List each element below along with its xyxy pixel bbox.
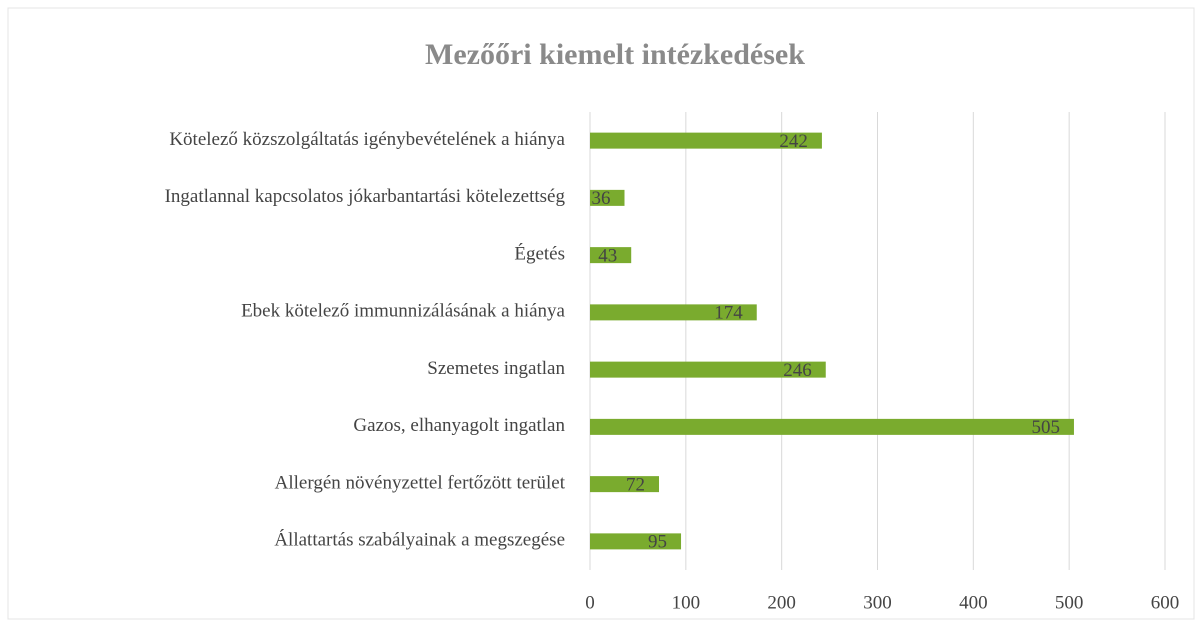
y-tick-label: Égetés: [514, 242, 565, 264]
y-tick-label: Allergén növényzettel fertőzött terület: [275, 472, 566, 493]
y-tick-label: Szemetes ingatlan: [427, 358, 565, 379]
data-label: 95: [648, 532, 667, 553]
bar: [590, 132, 822, 149]
y-tick-label: Ebek kötelező immunnizálásának a hiánya: [241, 301, 565, 322]
x-tick-label: 100: [672, 592, 701, 613]
data-label: 36: [592, 188, 611, 209]
data-label: 246: [783, 360, 812, 381]
bar: [590, 533, 682, 550]
bar: [590, 304, 757, 321]
data-label: 72: [626, 474, 645, 495]
x-tick-label: 500: [1055, 592, 1084, 613]
bar: [590, 247, 632, 264]
x-tick-label: 400: [959, 592, 988, 613]
x-tick-label: 0: [585, 592, 595, 613]
data-label: 242: [779, 131, 808, 152]
bar: [590, 418, 1074, 435]
data-label: 43: [598, 245, 617, 266]
bar: [590, 476, 659, 493]
y-tick-label: Ingatlannal kapcsolatos jókarbantartási …: [165, 186, 566, 207]
bar: [590, 361, 826, 378]
data-label: 505: [1031, 417, 1060, 438]
data-label: 174: [714, 303, 743, 324]
chart-title: Mezőőri kiemelt intézkedések: [425, 38, 805, 71]
y-tick-label: Kötelező közszolgáltatás igénybevételéne…: [169, 129, 565, 150]
x-tick-label: 200: [767, 592, 796, 613]
y-tick-label: Állattartás szabályainak a megszegése: [274, 529, 565, 551]
x-tick-label: 300: [863, 592, 892, 613]
x-tick-label: 600: [1151, 592, 1180, 613]
y-tick-label: Gazos, elhanyagolt ingatlan: [353, 415, 565, 436]
bar: [590, 189, 625, 206]
